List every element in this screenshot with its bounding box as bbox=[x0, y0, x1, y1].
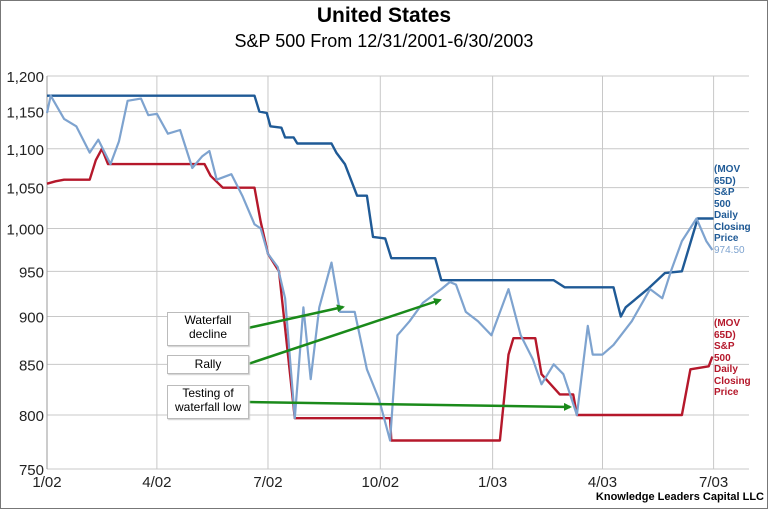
x-tick-label: 1/02 bbox=[32, 474, 61, 491]
x-tick-label: 4/03 bbox=[588, 474, 617, 491]
y-tick-label: 1,200 bbox=[6, 69, 44, 86]
credit: Knowledge Leaders Capital LLC bbox=[595, 491, 764, 503]
annotation-arrow-1 bbox=[247, 298, 442, 366]
legend-mov-low: (MOV 65D) S&P 500 Daily Closing Price bbox=[714, 318, 751, 398]
series-line-price bbox=[45, 94, 714, 442]
y-tick-label: 1,050 bbox=[6, 181, 44, 198]
series-line-mov_high bbox=[47, 94, 714, 318]
y-tick-label: 1,000 bbox=[6, 221, 44, 238]
y-tick-label: 1,150 bbox=[6, 105, 44, 122]
annotation-waterfall-decline: Waterfall decline bbox=[167, 312, 249, 346]
x-tick-label: 7/02 bbox=[253, 474, 282, 491]
y-tick-label: 800 bbox=[19, 408, 44, 425]
legend-mov-high: (MOV 65D) S&P 500 Daily Closing Price 974… bbox=[714, 164, 751, 256]
y-tick-label: 750 bbox=[19, 462, 44, 479]
y-tick-label: 950 bbox=[19, 264, 44, 281]
x-tick-label: 7/03 bbox=[699, 474, 728, 491]
annotation-rally: Rally bbox=[167, 355, 249, 374]
annotation-arrow-0 bbox=[247, 304, 345, 330]
y-tick-label: 900 bbox=[19, 310, 44, 327]
chart-title: United States bbox=[316, 4, 452, 27]
x-tick-label: 10/02 bbox=[362, 474, 400, 491]
y-tick-label: 1,100 bbox=[6, 142, 44, 159]
x-tick-label: 1/03 bbox=[478, 474, 507, 491]
series-line-mov_low bbox=[46, 147, 714, 442]
x-tick-label: 4/02 bbox=[142, 474, 171, 491]
y-tick-label: 850 bbox=[19, 357, 44, 374]
legend-mov-high-text: (MOV 65D) S&P 500 Daily Closing Price bbox=[714, 164, 751, 244]
legend-price-last: 974.50 bbox=[714, 244, 745, 256]
annotation-arrow-2 bbox=[247, 400, 572, 411]
annotation-testing-low: Testing of waterfall low bbox=[167, 385, 249, 419]
chart-subtitle: S&P 500 From 12/31/2001-6/30/2003 bbox=[234, 31, 534, 51]
